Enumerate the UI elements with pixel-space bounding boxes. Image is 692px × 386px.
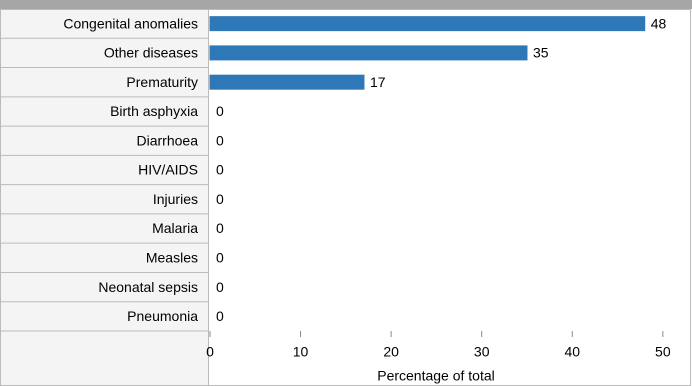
value-label: 48 [651,15,667,31]
plot-area [208,9,691,386]
value-label: 0 [216,103,224,119]
y-tick-label: Congenital anomalies [63,15,198,31]
value-label: 17 [370,74,386,90]
x-tick-label: 0 [206,344,214,360]
value-label: 0 [216,220,224,236]
value-label: 0 [216,279,224,295]
value-label: 0 [216,308,224,324]
y-tick-label: Neonatal sepsis [98,279,198,295]
y-tick-label: Pneumonia [127,308,198,324]
x-axis-title: Percentage of total [377,368,495,384]
y-tick-label: Injuries [153,191,198,207]
y-tick-label: Malaria [152,220,198,236]
bar [209,16,646,32]
bar [209,45,528,61]
header-strip [0,0,692,9]
x-tick-label: 40 [564,344,580,360]
bar [209,74,365,90]
y-tick-label: Measles [146,250,198,266]
y-tick-label: HIV/AIDS [138,162,198,178]
x-tick-label: 20 [383,344,399,360]
y-tick-label: Other diseases [104,45,198,61]
x-tick-label: 50 [655,344,671,360]
value-label: 0 [216,191,224,207]
value-label: 0 [216,250,224,266]
label-column [0,9,209,386]
y-tick-label: Prematurity [126,74,198,90]
value-label: 0 [216,162,224,178]
value-label: 0 [216,132,224,148]
x-tick-label: 10 [293,344,309,360]
value-label: 35 [533,45,549,61]
y-tick-label: Birth asphyxia [110,103,198,119]
y-tick-label: Diarrhoea [137,132,199,148]
x-tick-label: 30 [474,344,490,360]
